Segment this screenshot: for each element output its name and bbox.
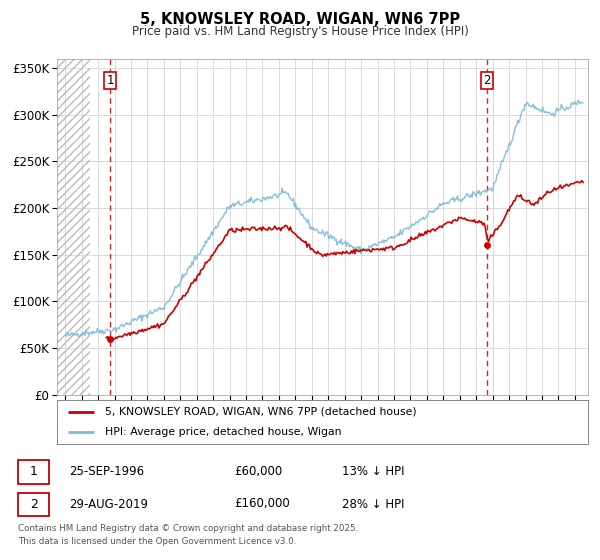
- Text: Contains HM Land Registry data © Crown copyright and database right 2025.
This d: Contains HM Land Registry data © Crown c…: [18, 524, 358, 545]
- Text: 1: 1: [29, 465, 38, 478]
- Text: 5, KNOWSLEY ROAD, WIGAN, WN6 7PP: 5, KNOWSLEY ROAD, WIGAN, WN6 7PP: [140, 12, 460, 27]
- Text: £60,000: £60,000: [234, 465, 282, 478]
- Text: 1: 1: [106, 74, 114, 87]
- Text: 2: 2: [484, 74, 491, 87]
- Text: HPI: Average price, detached house, Wigan: HPI: Average price, detached house, Wiga…: [105, 427, 341, 437]
- Text: 2: 2: [29, 497, 38, 511]
- Text: 28% ↓ HPI: 28% ↓ HPI: [342, 497, 404, 511]
- Text: £160,000: £160,000: [234, 497, 290, 511]
- Text: Price paid vs. HM Land Registry's House Price Index (HPI): Price paid vs. HM Land Registry's House …: [131, 25, 469, 38]
- Text: 29-AUG-2019: 29-AUG-2019: [69, 497, 148, 511]
- Text: 25-SEP-1996: 25-SEP-1996: [69, 465, 144, 478]
- Text: 13% ↓ HPI: 13% ↓ HPI: [342, 465, 404, 478]
- Text: 5, KNOWSLEY ROAD, WIGAN, WN6 7PP (detached house): 5, KNOWSLEY ROAD, WIGAN, WN6 7PP (detach…: [105, 407, 416, 417]
